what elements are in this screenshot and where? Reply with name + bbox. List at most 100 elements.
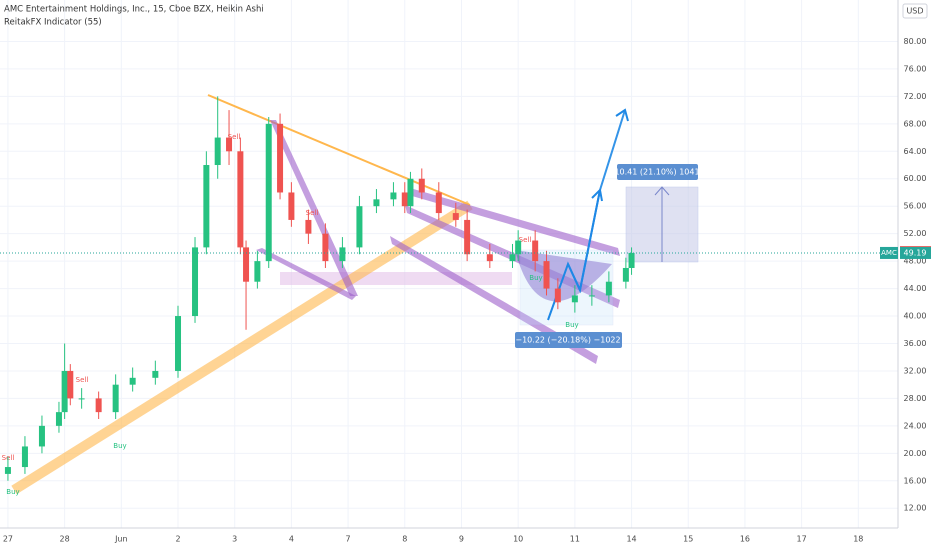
- candle-body: [152, 370, 159, 378]
- candle-body: [95, 398, 102, 413]
- channel: [270, 120, 358, 296]
- candle-body: [4, 467, 11, 474]
- y-tick-label: 40.00: [904, 312, 927, 321]
- candle-body: [509, 254, 516, 262]
- candle-body: [605, 281, 612, 296]
- x-tick-label: 15: [683, 535, 693, 544]
- y-tick-label: 16.00: [904, 476, 927, 485]
- x-tick-label: 18: [853, 535, 863, 544]
- x-tick-label: 9: [459, 535, 464, 544]
- y-tick-label: 68.00: [904, 119, 927, 128]
- label-box: [515, 332, 622, 348]
- axes: 12.00 16.00 20.00 24.00 28.00 32.00 36.00 40.00…: [0, 37, 931, 544]
- y-tick-label: 20.00: [904, 449, 927, 458]
- currency: USD: [906, 7, 923, 16]
- candle-body: [265, 123, 272, 262]
- candle-body: [203, 165, 210, 248]
- symbol-tag: [880, 246, 898, 259]
- symbol: AMC: [881, 249, 897, 257]
- candle-body: [373, 199, 380, 207]
- candle-body: [112, 384, 119, 413]
- signal: Sell: [519, 236, 532, 244]
- y-tick-label: 64.00: [904, 147, 927, 156]
- candle-body: [418, 178, 425, 193]
- price-tag: [900, 246, 931, 259]
- measure-box: [519, 249, 614, 326]
- candle-body: [243, 247, 250, 282]
- x-tick-label: 11: [570, 535, 580, 544]
- candle-body: [356, 206, 363, 248]
- candle-body: [435, 192, 442, 214]
- y-tick-label: 12.00: [904, 504, 927, 513]
- candle-body: [622, 267, 629, 282]
- price-tag-label: 49.19: [904, 248, 927, 257]
- y-tick-label: 44.00: [904, 284, 927, 293]
- measure-arrow: [654, 186, 670, 196]
- candle-body: [55, 412, 62, 426]
- candle-body: [401, 192, 408, 207]
- y-tick-label: 60.00: [904, 174, 927, 183]
- candle-body: [61, 370, 68, 413]
- candle-body: [192, 247, 199, 317]
- trend-line: [207, 94, 471, 206]
- signal: Buy: [529, 274, 542, 282]
- candle-body: [543, 261, 550, 289]
- y-tick-label: 76.00: [904, 64, 927, 73]
- signal: Buy: [6, 488, 19, 496]
- candle-body: [554, 288, 561, 303]
- candle-body: [237, 151, 244, 248]
- candle-body: [322, 233, 329, 262]
- chart-title: AMC Entertainment Holdings, Inc., 15, Cb…: [4, 5, 264, 15]
- x-tick-label: 3: [232, 535, 237, 544]
- x-tick-label: 17: [797, 535, 807, 544]
- x-tick-label: Jun: [114, 535, 128, 544]
- candle-body: [407, 178, 414, 207]
- candle-body: [277, 123, 284, 193]
- candle-body: [571, 295, 578, 303]
- x-tick-label: 7: [346, 535, 351, 544]
- candle-body: [452, 213, 459, 220]
- channel: [410, 188, 620, 256]
- y-tick-label: 80.00: [904, 37, 927, 46]
- candle-body: [214, 137, 221, 166]
- y-tick-label: 72.00: [904, 92, 927, 101]
- y-tick-label: 52.00: [904, 229, 927, 238]
- indicator-name: ReitakFX Indicator (55): [4, 18, 102, 28]
- measure-label: 10.41 (21.10%) 1041: [614, 168, 699, 177]
- candle-body: [486, 254, 493, 262]
- candle-body: [532, 240, 539, 262]
- candle-body: [67, 370, 74, 399]
- x-tick-label: 4: [289, 535, 294, 544]
- candle-body: [464, 219, 471, 255]
- y-tick-label: 28.00: [904, 394, 927, 403]
- x-tick-label: 8: [402, 535, 407, 544]
- candles: [4, 96, 635, 481]
- candle-body: [588, 295, 595, 297]
- signal: Sell: [306, 209, 319, 217]
- candle-body: [226, 137, 233, 152]
- currency-box[interactable]: [902, 3, 928, 19]
- grid: [0, 0, 898, 528]
- signal: Sell: [228, 133, 241, 141]
- arrow-head: [615, 108, 629, 122]
- candle-body: [38, 425, 45, 447]
- candle-body: [339, 247, 346, 262]
- candle-body: [129, 377, 136, 385]
- candle-body: [288, 192, 295, 220]
- x-tick-label: 28: [60, 535, 70, 544]
- x-tick-label: 10: [513, 535, 523, 544]
- y-tick-label: 36.00: [904, 339, 927, 348]
- candle-body: [175, 316, 182, 371]
- candle-body: [628, 252, 635, 268]
- x-tick-label: 14: [626, 535, 636, 544]
- measure-label: −10.22 (−20.18%) −1022: [515, 336, 620, 345]
- channel: [256, 248, 356, 300]
- signal: Buy: [565, 321, 578, 329]
- y-tick-label: 32.00: [904, 366, 927, 375]
- candle-body: [254, 261, 261, 282]
- signal: Sell: [76, 376, 89, 384]
- y-tick-label: 24.00: [904, 421, 927, 430]
- y-tick-label: 48.00: [904, 257, 927, 266]
- y-tick-label: 56.00: [904, 202, 927, 211]
